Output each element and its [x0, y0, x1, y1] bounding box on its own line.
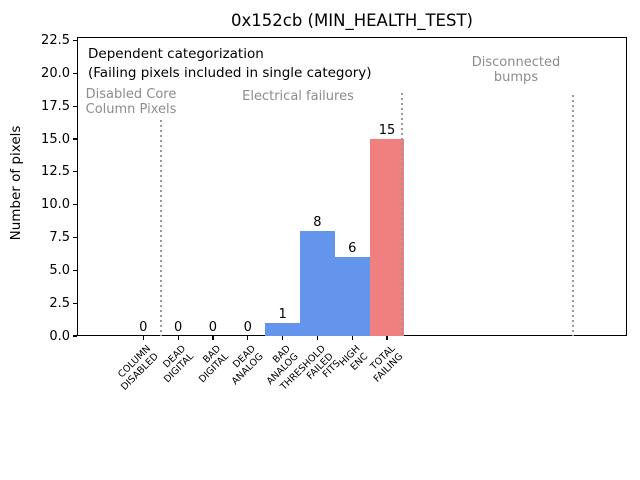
x-tick-label-high-enc: HIGH ENC — [337, 343, 370, 373]
x-tick-mark — [177, 336, 179, 340]
categorization-note-line-2: (Failing pixels included in single categ… — [88, 65, 372, 81]
x-tick-mark — [281, 336, 284, 340]
x-tick-mark — [386, 336, 388, 340]
y-tick-label: 17.5 — [41, 98, 70, 114]
x-tick-label-column-disabled: COLUMN DISABLED — [116, 343, 161, 393]
x-tick-label-total-failing: TOTAL FAILING — [368, 343, 405, 385]
categorization-note-line-1: Dependent categorization — [88, 46, 264, 62]
y-tick-label: 5.0 — [49, 262, 70, 278]
x-tick-mark — [212, 336, 214, 340]
x-tick-label-dead-digital: DEAD DIGITAL — [161, 343, 196, 385]
x-tick-label-threshold-failed-fits: THRESHOLD FAILED FITS — [278, 343, 343, 393]
x-tick-label-bad-digital: BAD DIGITAL — [196, 343, 231, 385]
y-axis-label: Number of pixels — [8, 125, 24, 241]
chart-title: 0x152cb (MIN_HEALTH_TEST) — [231, 11, 473, 30]
x-tick-mark — [351, 336, 353, 340]
y-tick-label: 20.0 — [41, 65, 70, 81]
y-tick-label: 22.5 — [41, 33, 70, 49]
x-tick-label-dead-analog: DEAD ANALOG — [229, 343, 266, 387]
y-tick-label: 2.5 — [49, 295, 70, 311]
plot-area — [77, 37, 627, 336]
x-tick-label-bad-analog: BAD ANALOG — [264, 343, 301, 387]
y-tick-label: 0.0 — [49, 328, 70, 344]
x-tick-mark — [316, 336, 318, 340]
x-tick-mark — [142, 336, 144, 340]
x-tick-mark — [247, 336, 249, 340]
